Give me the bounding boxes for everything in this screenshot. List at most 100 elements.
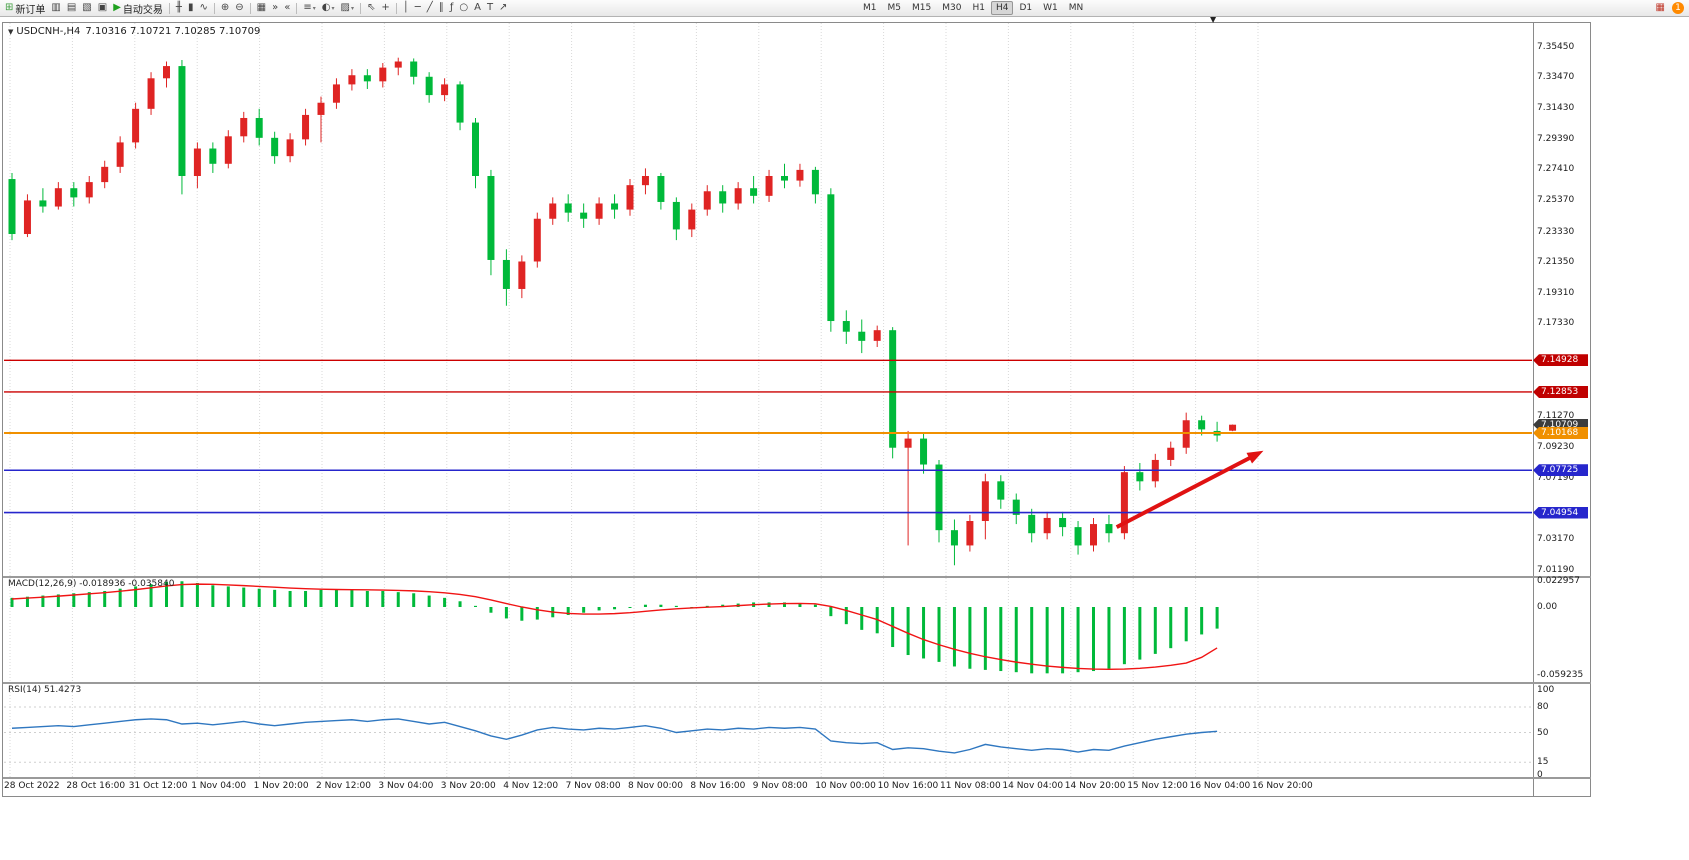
macd-panel-separator[interactable] bbox=[3, 576, 1591, 578]
indicators-button[interactable]: ≡ ▾ bbox=[301, 1, 317, 15]
vertical-line-button[interactable]: │ bbox=[401, 1, 411, 15]
crosshair-icon: + bbox=[381, 2, 390, 13]
time-axis-label: 1 Nov 20:00 bbox=[253, 781, 309, 791]
macd-axis-label: -0.059235 bbox=[1537, 669, 1584, 680]
time-axis-label: 4 Nov 12:00 bbox=[503, 781, 559, 791]
rsi-axis-label: 15 bbox=[1537, 757, 1549, 768]
dropdown-caret-icon: ▾ bbox=[331, 4, 335, 12]
bar-chart-button[interactable]: ╫ bbox=[174, 1, 184, 15]
indicators-icon: ≡ bbox=[303, 2, 312, 13]
crosshair-button[interactable]: + bbox=[379, 1, 391, 15]
time-axis-label: 3 Nov 04:00 bbox=[378, 781, 434, 791]
timeframe-mn[interactable]: MN bbox=[1068, 3, 1084, 13]
text-icon: A bbox=[474, 2, 481, 13]
timeframe-m30[interactable]: M30 bbox=[942, 3, 962, 13]
price-axis-tick: 7.07190 bbox=[1537, 472, 1575, 483]
dropdown-caret-icon: ▾ bbox=[350, 4, 354, 12]
shapes-button[interactable]: ○ bbox=[457, 1, 470, 15]
candlestick-chart-icon: ▮ bbox=[187, 2, 194, 13]
navigator-icon: ▧ bbox=[82, 2, 92, 13]
rsi-axis-label: 0 bbox=[1537, 770, 1543, 780]
rsi-panel-separator[interactable] bbox=[3, 682, 1591, 684]
chart-window[interactable] bbox=[2, 22, 1591, 797]
vertical-line-icon: │ bbox=[402, 2, 409, 13]
notifications-button[interactable]: 1 bbox=[1672, 2, 1684, 14]
terminal-icon: ▣ bbox=[97, 2, 108, 13]
cursor-icon: ⇖ bbox=[366, 2, 376, 13]
autotrade-play-icon: ▶ bbox=[113, 2, 121, 13]
price-axis-tick: 7.17330 bbox=[1537, 318, 1575, 329]
auto-scroll-button[interactable]: » bbox=[270, 1, 280, 15]
price-axis-tick: 7.09230 bbox=[1537, 441, 1575, 452]
timeframe-h4[interactable]: H4 bbox=[990, 1, 1014, 15]
channel-button[interactable]: ∥ bbox=[437, 1, 446, 15]
toolbar-separator bbox=[395, 2, 397, 14]
tile-windows-button[interactable]: ▦ bbox=[255, 1, 268, 15]
horizontal-line-button[interactable]: ─ bbox=[413, 1, 423, 15]
terminal-button[interactable]: ▣ bbox=[96, 1, 109, 15]
zoom-in-button[interactable]: ⊕ bbox=[219, 1, 231, 15]
time-axis-label: 9 Nov 08:00 bbox=[752, 781, 808, 791]
layout-button[interactable]: ▦ bbox=[1654, 1, 1667, 15]
time-axis-label: 11 Nov 08:00 bbox=[940, 781, 1001, 791]
trendline-button[interactable]: ╱ bbox=[425, 1, 435, 15]
candlestick-chart-button[interactable]: ▮ bbox=[186, 1, 196, 15]
templates-button[interactable]: ▨ ▾ bbox=[338, 1, 355, 15]
chart-title: ▼ USDCNH-,H4 7.10316 7.10721 7.10285 7.107… bbox=[8, 26, 265, 37]
charts-window-button[interactable]: ▥ bbox=[49, 1, 62, 15]
toolbar-separator bbox=[359, 2, 361, 14]
timeframe-m1[interactable]: M1 bbox=[863, 3, 877, 13]
zoom-out-button[interactable]: ⊖ bbox=[233, 1, 245, 15]
price-axis-tick: 7.01190 bbox=[1537, 564, 1575, 575]
time-axis-label: 7 Nov 08:00 bbox=[565, 781, 621, 791]
arrow-object-icon: ↗ bbox=[499, 2, 508, 13]
arrows-button[interactable]: ↗ bbox=[497, 1, 509, 15]
chart-shift-icon: « bbox=[284, 2, 291, 13]
time-axis-label: 10 Nov 16:00 bbox=[877, 781, 939, 791]
price-axis-tick: 7.03170 bbox=[1537, 534, 1575, 545]
new-order-button[interactable]: ⊞ 新订单 bbox=[3, 1, 47, 16]
price-line-tag: 7.10168 bbox=[1533, 426, 1588, 439]
label-button[interactable]: T bbox=[485, 1, 495, 15]
timeframe-h1[interactable]: H1 bbox=[972, 3, 985, 13]
time-axis-label: 3 Nov 20:00 bbox=[440, 781, 496, 791]
toolbar-left-group: ⊞ 新订单 ▥ ▤ ▧ ▣ ▶ 自动交易 ╫ ▮ ∿ ⊕ ⊖ ▦» «≡ ▾ ◐ ▾ ▨ ▾ ⇖ + │ ─ ╱ ∥ ƒ ○ A T ↗ bbox=[2, 0, 510, 16]
price-line-tag: 7.12853 bbox=[1533, 385, 1588, 398]
auto-scroll-icon: » bbox=[272, 2, 279, 13]
price-line-tag: 7.14928 bbox=[1533, 354, 1588, 367]
time-axis-label: 16 Nov 04:00 bbox=[1189, 781, 1251, 791]
auto-trading-button[interactable]: ▶ 自动交易 bbox=[111, 1, 165, 16]
timeframe-m5[interactable]: M5 bbox=[887, 3, 902, 13]
time-axis-label: 2 Nov 12:00 bbox=[316, 781, 371, 791]
periods-button[interactable]: ◐ ▾ bbox=[320, 1, 337, 15]
line-chart-icon: ∿ bbox=[199, 2, 208, 13]
chart-shift-button[interactable]: « bbox=[282, 1, 292, 15]
cursor-button[interactable]: ⇖ bbox=[365, 1, 377, 15]
price-axis-tick: 7.25370 bbox=[1537, 195, 1575, 206]
rsi-panel bbox=[4, 706, 1532, 763]
trend-arrow[interactable] bbox=[1115, 450, 1264, 529]
periods-icon: ◐ bbox=[321, 2, 331, 13]
rsi-axis-label: 100 bbox=[1537, 685, 1555, 695]
toolbar-separator bbox=[168, 2, 170, 14]
chart-shift-marker-icon[interactable]: ▼ bbox=[1210, 15, 1217, 24]
rsi-indicator-label: RSI(14) 51.4273 bbox=[8, 685, 82, 695]
chart-collapse-icon[interactable]: ▼ bbox=[8, 28, 14, 36]
macd-signal-line bbox=[11, 583, 1218, 671]
tile-windows-icon: ▦ bbox=[256, 2, 267, 13]
line-chart-button[interactable]: ∿ bbox=[197, 1, 209, 15]
timeframe-m15[interactable]: M15 bbox=[912, 3, 932, 13]
navigator-button[interactable]: ▧ bbox=[80, 1, 93, 15]
timeframe-d1[interactable]: D1 bbox=[1019, 3, 1033, 13]
time-grid bbox=[9, 23, 1259, 777]
text-button[interactable]: A bbox=[472, 1, 483, 15]
market-watch-button[interactable]: ▤ bbox=[65, 1, 78, 15]
price-axis-separator bbox=[1533, 23, 1534, 797]
fibonacci-button[interactable]: ƒ bbox=[448, 1, 456, 15]
horizontal-lines[interactable] bbox=[4, 359, 1532, 514]
timeframe-w1[interactable]: W1 bbox=[1043, 3, 1058, 13]
dropdown-caret-icon: ▾ bbox=[312, 4, 316, 12]
price-axis-tick: 7.33470 bbox=[1537, 71, 1575, 82]
zoom-out-icon: ⊖ bbox=[235, 2, 244, 13]
